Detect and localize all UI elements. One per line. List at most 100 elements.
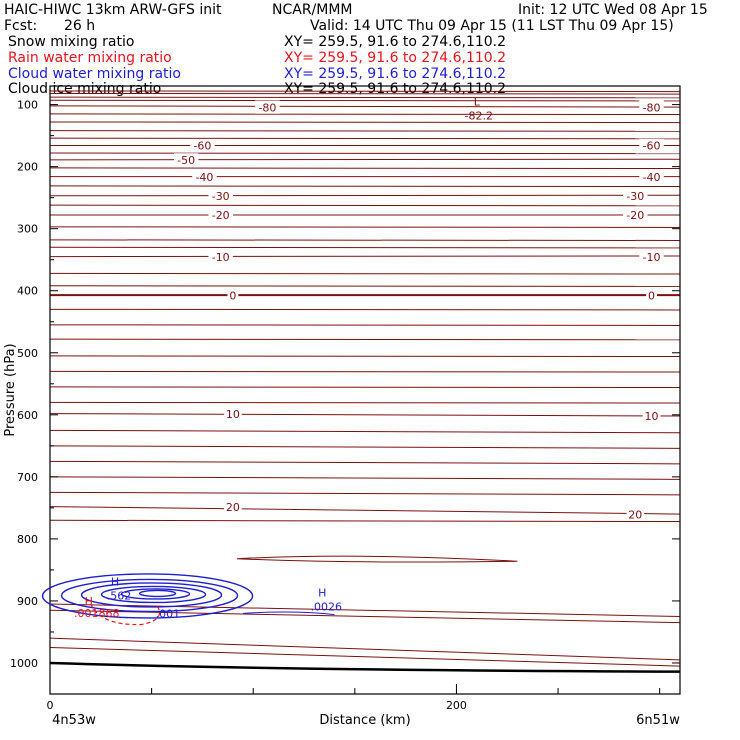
isotherm-minor: [49, 152, 681, 155]
isotherm-label-bg: [208, 208, 233, 222]
cloud-water-contour-thin: [243, 611, 335, 616]
field-label-snow: Snow mixing ratio: [8, 34, 135, 50]
x-endpoint-right: 6n51w: [636, 713, 680, 728]
model-title: HAIC-HIWC 13km ARW-GFS init: [4, 2, 222, 18]
isotherm-label-bg: [639, 169, 664, 184]
isotherm-label: -80: [643, 101, 661, 114]
x-tick-label: 200: [446, 699, 467, 712]
isotherm-label-bg: [255, 100, 280, 114]
isotherm-minor: [49, 239, 681, 241]
field-label-cloud-water: Cloud water mixing ratio: [8, 66, 181, 82]
rain-extreme-kind: H: [85, 595, 93, 608]
isotherm-label-bg: [190, 138, 215, 153]
isotherm-lower: [49, 609, 681, 624]
isotherm-minor: [49, 338, 681, 341]
isotherm-minor: [49, 272, 681, 275]
x-tick-label: 0: [47, 699, 54, 712]
cloud-water-contour: [80, 582, 223, 608]
cloud-water-contours: [41, 573, 335, 619]
y-tick-label: 200: [17, 161, 38, 174]
isotherm-lower: [49, 646, 681, 667]
cloud-water-extreme-value: .0026: [311, 601, 343, 614]
isotherm-minor: [49, 285, 681, 287]
isotherm--50: [49, 158, 681, 161]
isotherm-label-bg: [639, 250, 664, 264]
isotherm-lower: [49, 603, 681, 617]
isotherm-label: -40: [195, 171, 213, 184]
isotherm-minor: [49, 324, 681, 326]
rain-contour: [90, 603, 160, 626]
isotherm-minor: [49, 121, 681, 124]
isotherm-10: [49, 413, 681, 417]
y-tick-label: 300: [17, 223, 38, 236]
isotherm-label-bg: [623, 208, 648, 222]
isotherm-minor: [49, 90, 681, 93]
isotherm-label: -60: [193, 140, 211, 153]
isotherm-label-bg: [173, 153, 199, 167]
cloud-water-extreme-kind: H: [111, 575, 119, 588]
forecast-label: Fcst:: [4, 18, 38, 34]
isotherm-label: 10: [226, 408, 240, 421]
cloud-water-contour: [60, 578, 239, 613]
isotherm-label: -20: [212, 209, 230, 222]
isotherm-label-bg: [192, 169, 217, 184]
isotherm-label-bg: [646, 288, 657, 302]
y-axis-title: Pressure (hPa): [3, 343, 18, 436]
contour-labels: -80 -80-60 -60-50-40 -40-30 -30-20 -20-10 -100…: [74, 95, 664, 620]
isotherm-minor: [49, 185, 681, 188]
isotherm--30: [49, 194, 681, 197]
isotherm-minor: [49, 167, 681, 170]
y-tick-label: 900: [17, 595, 38, 608]
isotherm-label-bg: [208, 250, 233, 264]
cloud-water-label: .001: [156, 607, 181, 620]
isotherm-label-bg: [224, 500, 242, 514]
y-tick-label: 500: [17, 347, 38, 360]
isotherm-lower: [49, 637, 681, 661]
isotherm-label: -10: [643, 251, 661, 264]
isotherm-minor: [49, 92, 681, 95]
isotherm-minor: [49, 491, 681, 496]
isotherm-label: -80: [258, 101, 276, 114]
cloud-water-extreme-kind: H: [318, 587, 326, 600]
isotherm-minor: [49, 308, 681, 311]
isotherm-minor: [49, 96, 681, 99]
isotherm-minor: [49, 460, 681, 465]
isotherm-minor: [49, 401, 681, 404]
isotherm-label-bg: [208, 189, 233, 203]
init-time: Init: 12 UTC Wed 08 Apr 15: [518, 2, 708, 18]
warm-tongue-contour: [236, 555, 518, 563]
isotherm-label: 0: [648, 289, 655, 302]
cloud-water-contour: [138, 589, 177, 598]
temperature-extreme-kind: L: [474, 95, 481, 108]
cloud-water-contour: [41, 573, 254, 619]
organization: NCAR/MMM: [272, 2, 353, 18]
cloud-water-contour: [120, 588, 191, 600]
x-endpoint-left: 4n53w: [52, 713, 96, 728]
isotherm-minor: [49, 386, 681, 389]
isotherm-minor: [49, 429, 681, 434]
isotherm-label-bg: [227, 288, 239, 302]
ground-surface: [49, 661, 681, 673]
forecast-hours: 26 h: [64, 18, 96, 34]
rain-contours: [90, 603, 160, 626]
plot-border: [49, 85, 681, 695]
isotherm-label: 10: [645, 410, 659, 423]
plot-frame: [49, 85, 681, 695]
temperature-extreme-value: -82.2: [465, 109, 493, 122]
field-label-rain: Rain water mixing ratio: [8, 50, 172, 66]
isotherm-label: -20: [626, 209, 644, 222]
cloud-water-contour: [100, 585, 207, 604]
isotherm-label: 20: [628, 508, 642, 521]
isotherm--80: [49, 105, 681, 108]
isotherm-label: -30: [626, 190, 644, 203]
x-axis-title: Distance (km): [319, 713, 410, 728]
isotherm-minor: [49, 355, 681, 357]
field-xy-rain: XY= 259.5, 91.6 to 274.6,110.2: [284, 50, 507, 66]
valid-time: Valid: 14 UTC Thu 09 Apr 15 (11 LST Thu …: [310, 18, 674, 34]
rain-extreme-value: .001868: [74, 607, 120, 620]
field-xy-cloud-water: XY= 259.5, 91.6 to 274.6,110.2: [284, 66, 507, 82]
isotherm-minor: [49, 99, 681, 102]
isotherm-label: -30: [212, 190, 230, 203]
